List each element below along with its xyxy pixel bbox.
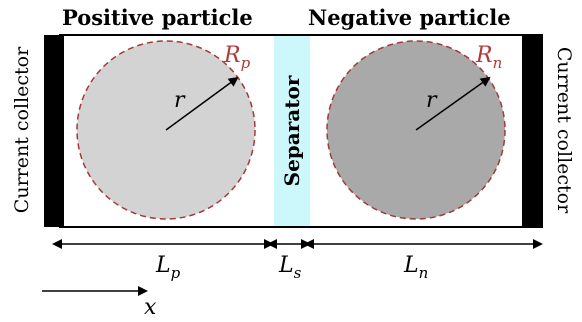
- Lp-label: Lp: [155, 253, 181, 282]
- Ls-sub: s: [294, 264, 302, 282]
- positive-particle-title: Positive particle: [62, 5, 253, 30]
- Lp-main: L: [155, 253, 171, 278]
- positive-radius-main: R: [223, 43, 241, 68]
- Ls-main: L: [278, 253, 294, 278]
- negative-radius-main: R: [475, 43, 493, 68]
- Ln-label: Ln: [403, 253, 428, 282]
- right-current-collector: [522, 35, 542, 227]
- positive-radius-arrow: [165, 76, 239, 131]
- Lp-sub: p: [171, 264, 181, 282]
- positive-r-label: r: [174, 88, 186, 113]
- left-current-collector-label: Current collector: [11, 46, 33, 213]
- negative-particle-title: Negative particle: [308, 5, 511, 30]
- left-current-collector: [44, 35, 64, 227]
- negative-radius-label: Rn: [475, 43, 502, 72]
- negative-r-label: r: [426, 88, 438, 113]
- positive-radius-sub: p: [241, 54, 251, 72]
- separator-region: [274, 36, 310, 226]
- x-axis-label: x: [144, 295, 157, 320]
- positive-radius-label: Rp: [223, 43, 251, 72]
- Ln-sub: n: [419, 264, 429, 282]
- Ls-label: Ls: [278, 253, 302, 282]
- Ln-main: L: [403, 253, 419, 278]
- right-current-collector-label: Current collector: [553, 47, 575, 214]
- negative-radius-sub: n: [493, 54, 503, 72]
- negative-radius-arrow: [415, 76, 491, 131]
- separator-label: Separator: [280, 75, 304, 186]
